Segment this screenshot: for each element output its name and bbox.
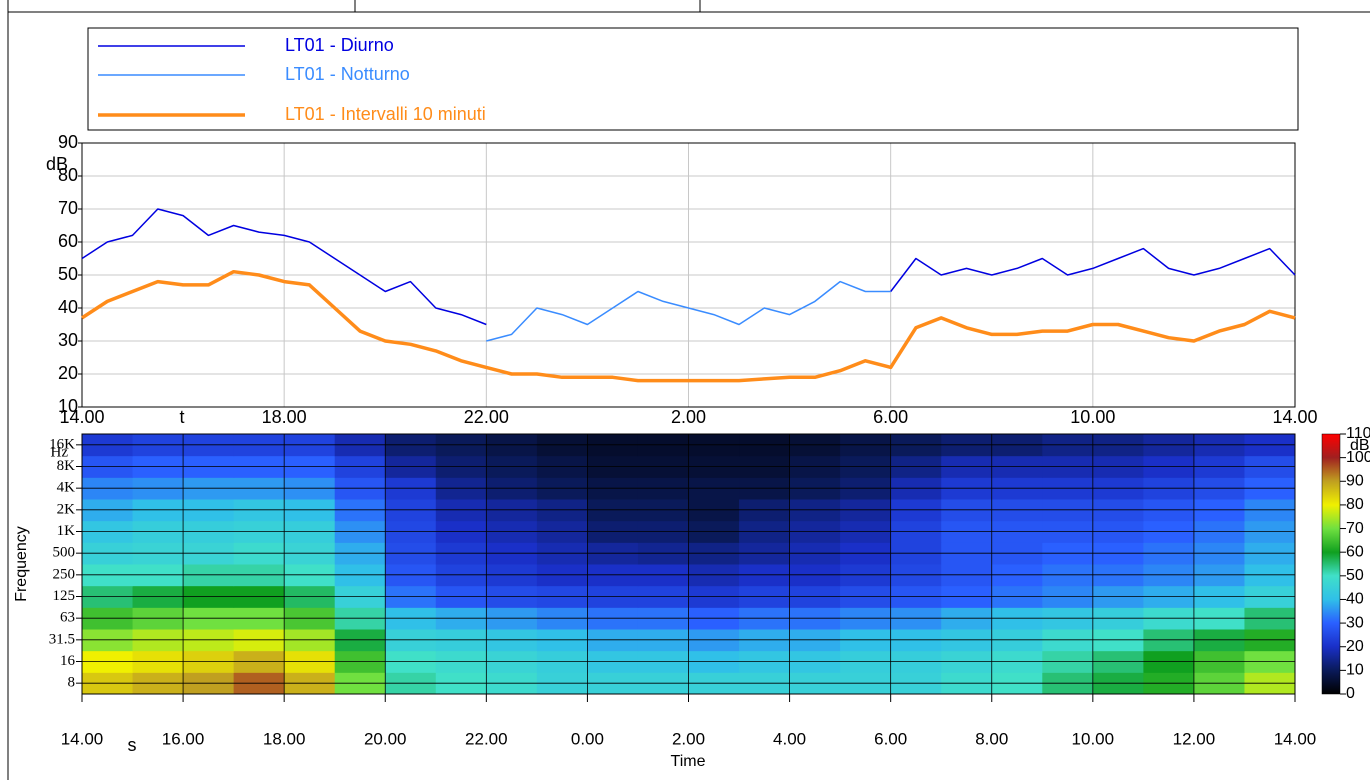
colorbar-tick-label: 40 (1346, 591, 1364, 608)
colorbar-tick-label: 10 (1346, 662, 1364, 679)
series-line (81, 269, 1296, 383)
colorbar-tick-label: 0 (1346, 685, 1355, 702)
colorbar-tick-label: 110 (1346, 425, 1370, 442)
y-tick-label: 30 (58, 330, 78, 350)
y-tick-label: 40 (58, 297, 78, 317)
charts: 14.00 18.00 22.00 2.00 6.00 10.00 14.001020304… (49, 35, 1370, 749)
colorbar-unit: dB (1350, 437, 1370, 454)
y-tick-label: 250 (53, 566, 76, 582)
y-axis-title: Frequency (13, 526, 30, 602)
colorbar-tick-label: 90 (1346, 472, 1364, 489)
x-tick-label: 8.00 (975, 729, 1008, 748)
x-tick-label: 14.00 (1272, 407, 1317, 427)
x-tick-label: 18.00 (262, 407, 307, 427)
y-tick-label: 90 (58, 132, 78, 152)
y-tick-label: 20 (58, 363, 78, 383)
x-tick-label: 10.00 (1070, 407, 1115, 427)
legend-label: LT01 - Notturno (285, 64, 410, 84)
x-tick-label: 16.00 (162, 729, 205, 748)
x-axis-title: Time (671, 753, 706, 770)
x-tick-label: 4.00 (773, 729, 806, 748)
y-tick-label: 16 (60, 653, 76, 669)
y-tick-label: 4K (57, 480, 76, 496)
x-tick-label: 2.00 (672, 729, 705, 748)
y-tick-label: 80 (58, 165, 78, 185)
legend-box (87, 27, 1299, 131)
colorbar (1321, 433, 1341, 695)
x-tick-label: 0.00 (571, 729, 604, 748)
x-tick-label: 10.00 (1072, 729, 1115, 748)
x-tick-label: 22.00 (465, 729, 508, 748)
colorbar-tick-label: 70 (1346, 520, 1364, 537)
x-tick-label: 6.00 (873, 407, 908, 427)
y-tick-label: 500 (53, 545, 76, 561)
x-tick-label: 20.00 (364, 729, 407, 748)
y-tick-label: 10 (58, 396, 78, 416)
x-tick-label: 6.00 (874, 729, 907, 748)
colorbar-tick-label: 50 (1346, 567, 1364, 584)
colorbar-tick-label: 60 (1346, 543, 1364, 560)
y-unit: dB (46, 154, 68, 174)
colorbar-tick-label: 20 (1346, 638, 1364, 655)
colorbar-tick-label: 30 (1346, 614, 1364, 631)
y-tick-label: 8K (57, 458, 76, 474)
y-tick-label: 50 (58, 264, 78, 284)
x-tick-label: 22.00 (464, 407, 509, 427)
x-tick-label: 12.00 (1173, 729, 1216, 748)
series-line (81, 208, 1296, 326)
x-tick-label: 14.00 (59, 407, 104, 427)
legend-label: LT01 - Diurno (285, 35, 394, 55)
y-tick-label: 60 (58, 231, 78, 251)
y-tick-label: 70 (58, 198, 78, 218)
series-line (486, 280, 891, 342)
colorbar-tick-label: 80 (1346, 496, 1364, 513)
y-tick-label: 16K (49, 436, 75, 452)
colorbar-tick-label: 100 (1346, 449, 1370, 466)
y-tick-label: 2K (57, 501, 76, 517)
plot-frame (81, 433, 1296, 695)
x-axis-label: s (128, 735, 137, 755)
y-tick-label: 1K (57, 523, 76, 539)
x-tick-label: 14.00 (1274, 729, 1317, 748)
y-tick-label: 31.5 (49, 631, 75, 647)
x-tick-label: 2.00 (671, 407, 706, 427)
legend-label: LT01 - Intervalli 10 minuti (285, 104, 486, 124)
y-unit: Hz (51, 444, 69, 460)
x-axis-label: t (179, 407, 184, 427)
y-tick-label: 63 (60, 610, 75, 626)
x-tick-label: 18.00 (263, 729, 306, 748)
y-tick-label: 8 (68, 675, 76, 691)
y-tick-label: 125 (53, 588, 76, 604)
x-tick-label: 14.00 (61, 729, 104, 748)
